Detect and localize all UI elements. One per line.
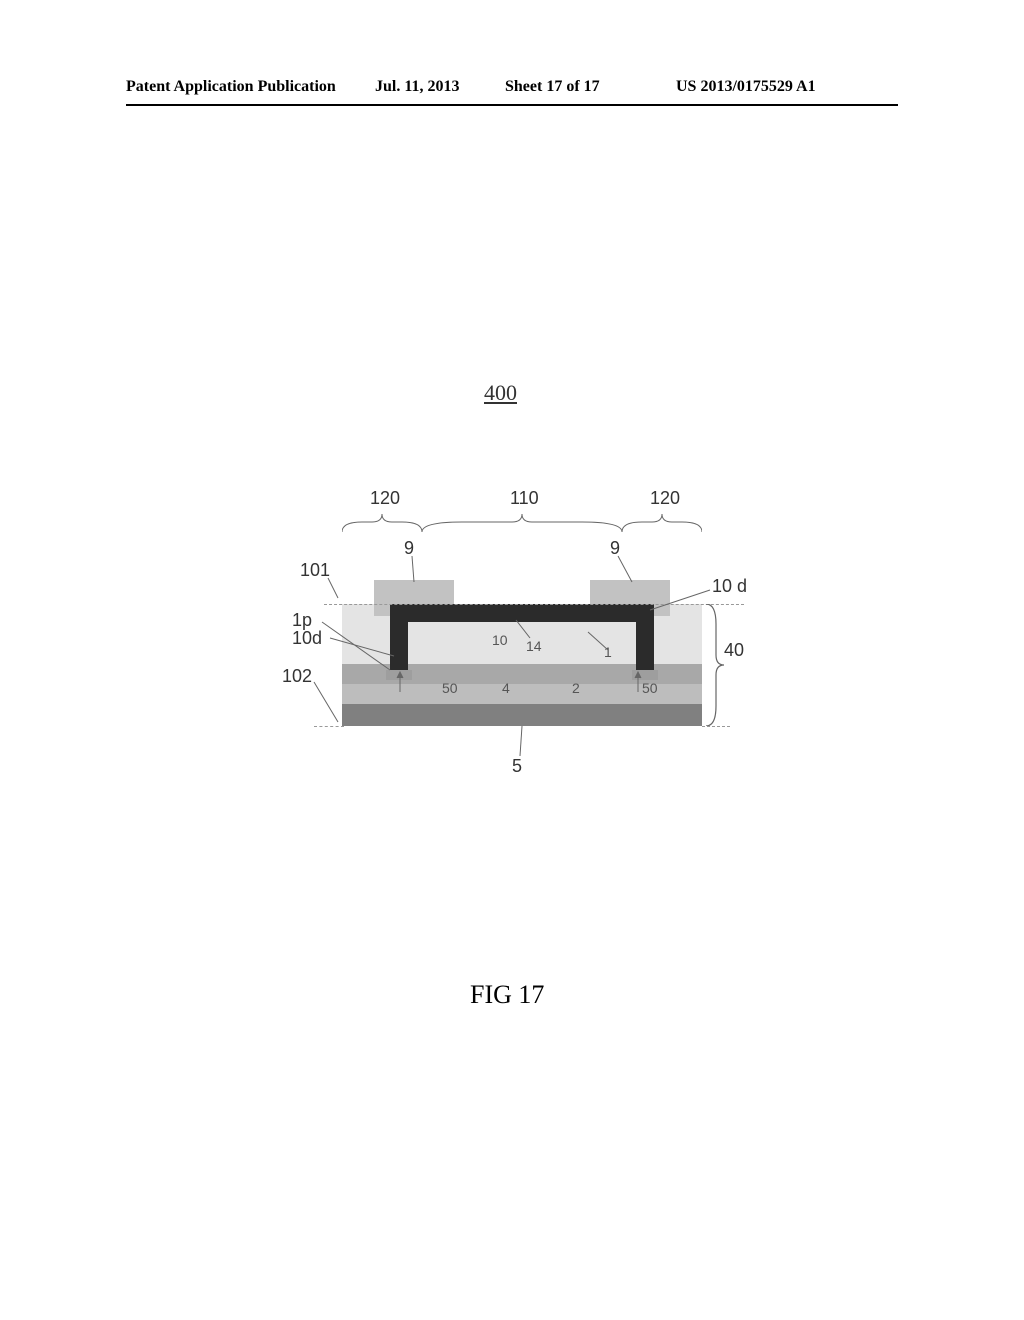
page-header: Patent Application Publication Jul. 11, … xyxy=(0,78,1024,102)
region-label-right: 120 xyxy=(650,488,680,509)
header-sheet: Sheet 17 of 17 xyxy=(505,78,600,96)
callout-102: 102 xyxy=(282,666,312,687)
post-10d-right xyxy=(636,604,654,674)
inlabel-10: 10 xyxy=(492,632,508,648)
figure-reference-number: 400 xyxy=(484,380,517,406)
post-10d-left xyxy=(390,604,408,674)
callout-5: 5 xyxy=(512,756,522,777)
region-brace-center xyxy=(422,514,622,536)
callout-10d-left: 10d xyxy=(292,628,322,649)
inlabel-50-left: 50 xyxy=(442,680,458,696)
brace-40 xyxy=(706,604,724,726)
inlabel-14: 14 xyxy=(526,638,542,654)
inlabel-4: 4 xyxy=(502,680,510,696)
region-brace-right xyxy=(622,514,702,536)
callout-10d-right: 10 d xyxy=(712,576,747,597)
header-publication: Patent Application Publication xyxy=(126,78,336,96)
dashed-line-102-right xyxy=(702,726,730,727)
inlabel-50-right: 50 xyxy=(642,680,658,696)
cross-section: 50 4 2 50 10 14 1 xyxy=(342,566,702,726)
callout-9-right: 9 xyxy=(610,538,620,559)
bar-10 xyxy=(390,604,654,622)
pad-1p-left xyxy=(386,670,412,680)
header-pubno: US 2013/0175529 A1 xyxy=(676,78,816,96)
layer-5 xyxy=(342,704,702,726)
figure-caption: FIG 17 xyxy=(470,980,544,1010)
region-brace-left xyxy=(342,514,422,536)
header-date: Jul. 11, 2013 xyxy=(375,78,459,96)
header-rule xyxy=(126,104,898,106)
pad-1p-right xyxy=(632,670,658,680)
inlabel-2: 2 xyxy=(572,680,580,696)
dashed-line-102-left xyxy=(314,726,344,727)
inlabel-1: 1 xyxy=(604,644,612,660)
callout-40: 40 xyxy=(724,640,744,661)
figure-diagram: 120 110 120 50 4 2 xyxy=(252,460,772,820)
region-label-center: 110 xyxy=(510,488,539,509)
callout-9-left: 9 xyxy=(404,538,414,559)
patent-page: Patent Application Publication Jul. 11, … xyxy=(0,0,1024,1320)
callout-101: 101 xyxy=(300,560,330,581)
dashed-line-101 xyxy=(324,604,744,605)
region-label-left: 120 xyxy=(370,488,400,509)
